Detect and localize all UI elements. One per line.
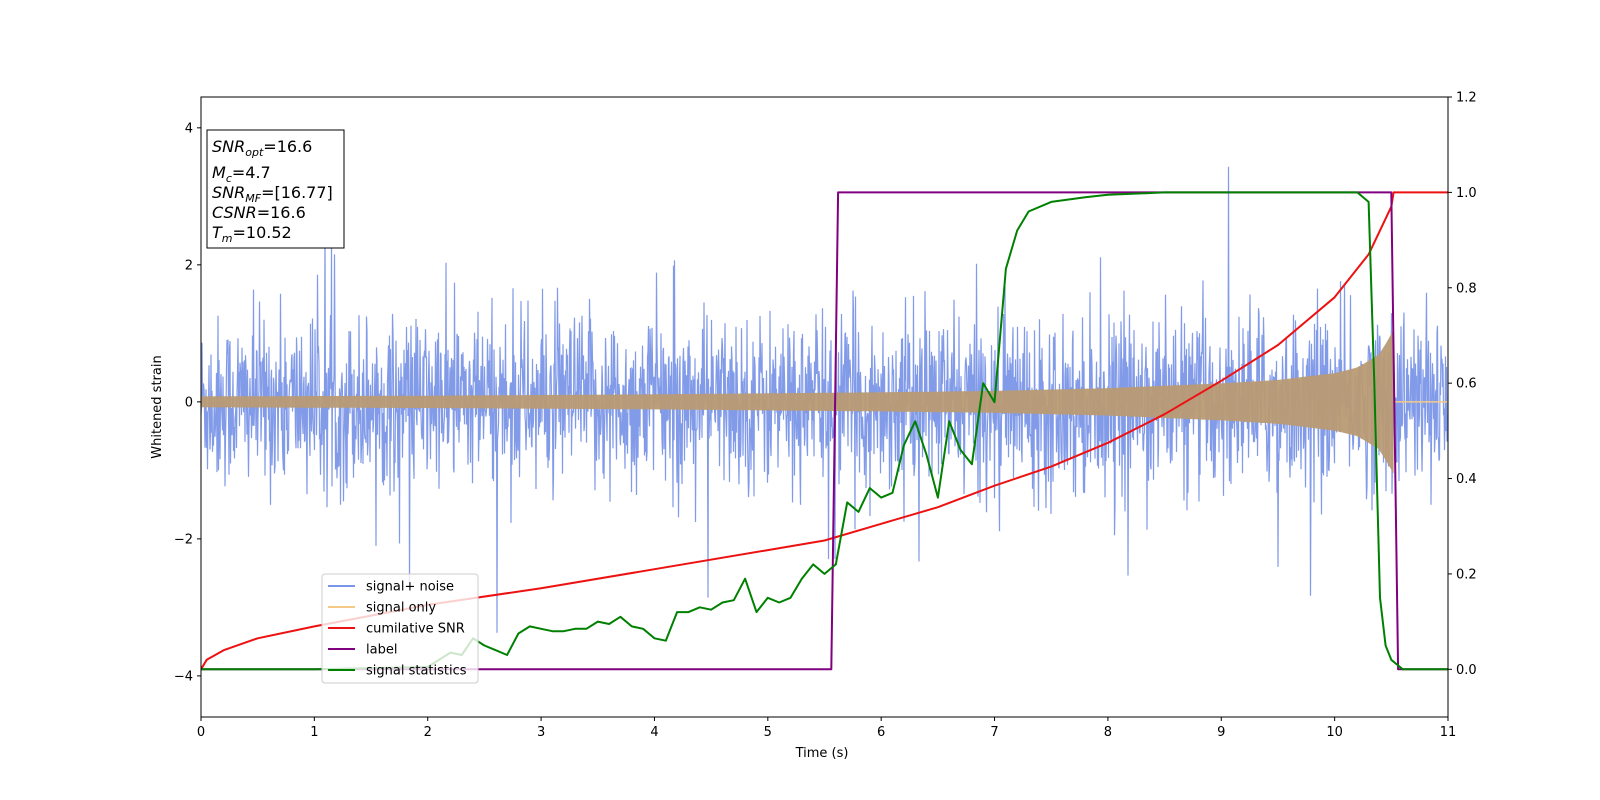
y-left-tick-label: 4 xyxy=(185,121,193,136)
x-tick-label: 6 xyxy=(877,725,885,740)
x-tick-label: 5 xyxy=(764,725,772,740)
y-right-tick-label: 0.8 xyxy=(1456,281,1477,296)
y-left-tick-label: 2 xyxy=(185,258,193,273)
x-tick-label: 7 xyxy=(990,725,998,740)
y-left-tick-label: −2 xyxy=(174,532,193,547)
legend-label-4: signal statistics xyxy=(366,664,467,679)
plot-area xyxy=(201,166,1448,671)
y-right-tick-label: 0.2 xyxy=(1456,567,1477,582)
y-right-tick-label: 0.6 xyxy=(1456,377,1477,392)
y-left-tick-label: 0 xyxy=(185,395,193,410)
x-tick-label: 2 xyxy=(424,725,432,740)
legend: signal+ noise signal only cumilative SNR… xyxy=(321,573,479,684)
legend-label-1: signal only xyxy=(366,601,436,616)
legend-label-2: cumilative SNR xyxy=(366,622,465,637)
axes-frame xyxy=(200,96,1449,718)
x-tick-label: 11 xyxy=(1440,725,1457,740)
x-tick-label: 9 xyxy=(1217,725,1225,740)
info-snr-mf: SNRMF=[16.77] xyxy=(212,183,333,205)
x-tick-label: 3 xyxy=(537,725,545,740)
series-signal-only xyxy=(201,329,1394,474)
x-tick-label: 1 xyxy=(310,725,318,740)
info-box: SNRopt=16.6 Mc=4.7 SNRMF=[16.77] CSNR=16… xyxy=(206,129,345,249)
info-box-frame xyxy=(206,129,345,249)
x-tick-label: 0 xyxy=(197,725,205,740)
y-right-tick-label: 1.0 xyxy=(1456,186,1477,201)
y-axis-label: Whitened strain xyxy=(150,355,165,458)
info-tm: Tm=10.52 xyxy=(212,223,292,245)
y-right-tick-label: 0.4 xyxy=(1456,472,1477,487)
x-tick-label: 4 xyxy=(650,725,658,740)
x-tick-label: 10 xyxy=(1326,725,1343,740)
info-snr-opt: SNRopt=16.6 xyxy=(212,137,312,159)
y-right-tick-label: 0.0 xyxy=(1456,663,1477,678)
legend-frame xyxy=(321,573,479,684)
legend-label-0: signal+ noise xyxy=(366,580,454,595)
tick-layer: 0 1 2 3 4 5 6 7 8 9 10 11 4 2 0 −2 −4 1.2 1.0 0.8 0.6 0.4 0.2 0… xyxy=(174,91,1477,741)
series-cumulative-snr xyxy=(201,191,1448,670)
legend-label-3: label xyxy=(366,643,397,658)
y-right-tick-label: 1.2 xyxy=(1456,91,1477,106)
x-tick-label: 8 xyxy=(1104,725,1112,740)
x-axis-label: Time (s) xyxy=(795,746,849,761)
info-mc: Mc=4.7 xyxy=(212,163,271,185)
series-signal-statistics xyxy=(201,191,1448,671)
info-csnr: CSNR=16.6 xyxy=(212,203,306,222)
y-left-tick-label: −4 xyxy=(174,669,193,684)
